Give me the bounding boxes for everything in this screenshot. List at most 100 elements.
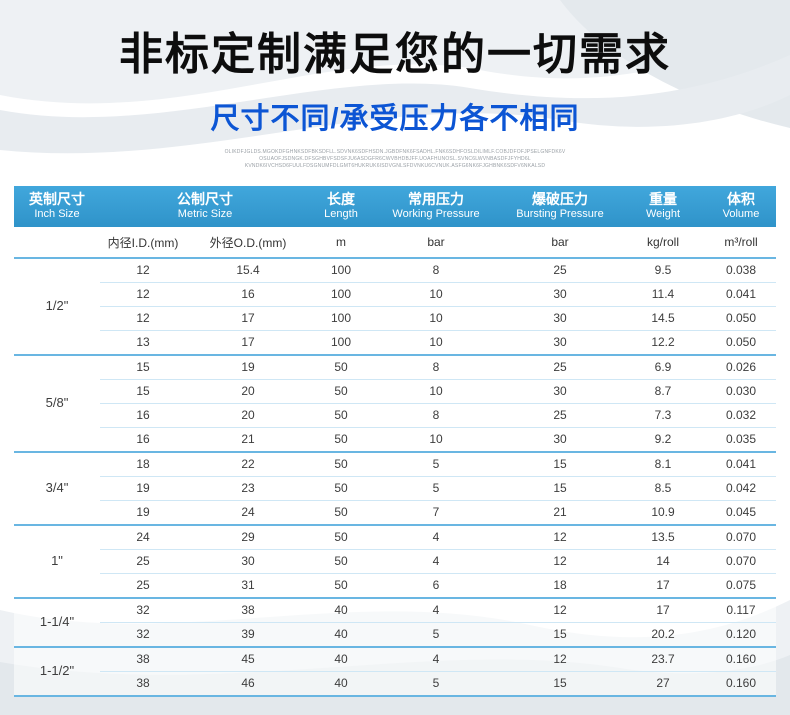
spec-cell: 45 xyxy=(186,645,310,672)
spec-cell: 0.026 xyxy=(706,353,776,380)
fine-print: OLIKDFJGLDS.MGOKDFGHNKSDFBKSDFLL.SDVNK6S… xyxy=(0,149,790,170)
spec-cell: 12 xyxy=(100,306,186,331)
spec-cell: 40 xyxy=(310,645,372,672)
col-weight: 重量 Weight xyxy=(620,185,706,227)
spec-cell: 0.070 xyxy=(706,549,776,574)
spec-cell: 4 xyxy=(372,645,500,672)
spec-cell: 10 xyxy=(372,330,500,356)
page-title: 非标定制满足您的一切需求 xyxy=(119,30,671,79)
fine-print-line: OSUAOFJSDNGK.DFSGHBVFSDSFJU6ASDGFR6CWVBH… xyxy=(259,155,531,162)
spec-cell: 30 xyxy=(500,306,620,331)
col-label-en: Metric Size xyxy=(177,207,233,220)
col-volume: 体积 Volume xyxy=(706,185,776,227)
table-row: 1/2" 12 15.4 100 8 25 9.5 0.038 xyxy=(14,256,776,355)
table-row: 19 23 50 5 15 8.5 0.042 xyxy=(14,476,776,501)
table-row: 15 20 50 10 30 8.7 0.030 xyxy=(14,379,776,404)
unit-volume: m³/roll xyxy=(706,226,776,259)
col-label-zh: 英制尺寸 xyxy=(29,190,85,207)
col-label-en: Volume xyxy=(722,207,760,220)
spec-cell: 50 xyxy=(310,379,372,404)
spec-cell: 14.5 xyxy=(620,306,706,331)
spec-cell: 10 xyxy=(372,427,500,453)
spec-cell: 39 xyxy=(186,622,310,648)
spec-cell: 16 xyxy=(186,282,310,307)
spec-cell: 17 xyxy=(620,596,706,623)
spec-cell: 9.5 xyxy=(620,256,706,283)
spec-cell: 0.050 xyxy=(706,330,776,356)
table-row: 16 21 50 10 30 9.2 0.035 xyxy=(14,427,776,453)
unit-weight: kg/roll xyxy=(620,226,706,259)
spec-cell: 0.075 xyxy=(706,573,776,599)
spec-cell: 9.2 xyxy=(620,427,706,453)
spec-cell: 50 xyxy=(310,403,372,428)
table-row: 1-1/2" 38 45 40 4 12 23.7 0.160 xyxy=(14,645,776,696)
spec-cell: 100 xyxy=(310,256,372,283)
fine-print-line: KVNDK6IVCHSD6FUULFDSGNUMFDLGMT6HUKRUK6IS… xyxy=(244,162,546,169)
spec-cell: 50 xyxy=(310,500,372,526)
table-row: 38 46 40 5 15 27 0.160 xyxy=(14,671,776,697)
spec-cell: 15 xyxy=(500,671,620,697)
spec-cell: 10 xyxy=(372,282,500,307)
spec-cell: 20 xyxy=(186,403,310,428)
spec-cell: 5 xyxy=(372,476,500,501)
spec-cell: 5 xyxy=(372,671,500,697)
spec-cell: 40 xyxy=(310,622,372,648)
spec-cell: 50 xyxy=(310,573,372,599)
spec-cell: 0.160 xyxy=(706,645,776,672)
spec-cell: 7.3 xyxy=(620,403,706,428)
spec-cell: 24 xyxy=(186,500,310,526)
table-row: 3/4" 18 22 50 5 15 8.1 0.041 xyxy=(14,450,776,525)
table-row: 12 16 100 10 30 11.4 0.041 xyxy=(14,282,776,307)
spec-cell: 5 xyxy=(372,622,500,648)
spec-cell: 50 xyxy=(310,427,372,453)
spec-cell: 12 xyxy=(500,523,620,550)
spec-cell: 30 xyxy=(186,549,310,574)
spec-cell: 21 xyxy=(186,427,310,453)
spec-cell: 14 xyxy=(620,549,706,574)
inch-size-cell: 1" xyxy=(14,523,100,598)
spec-cell: 27 xyxy=(620,671,706,697)
inch-size-cell: 1-1/4" xyxy=(14,596,100,647)
units-row: 内径I.D.(mm) 外径O.D.(mm) m bar bar kg/roll … xyxy=(14,226,776,259)
spec-cell: 24 xyxy=(100,523,186,550)
table-row: 13 17 100 10 30 12.2 0.050 xyxy=(14,330,776,356)
spec-cell: 30 xyxy=(500,427,620,453)
col-working-pressure: 常用压力 Working Pressure xyxy=(372,185,500,227)
spec-cell: 0.032 xyxy=(706,403,776,428)
spec-cell: 30 xyxy=(500,282,620,307)
spec-cell: 40 xyxy=(310,596,372,623)
spec-cell: 23 xyxy=(186,476,310,501)
spec-cell: 19 xyxy=(100,476,186,501)
col-label-zh: 常用压力 xyxy=(408,190,464,207)
col-label-zh: 长度 xyxy=(327,190,355,207)
spec-cell: 32 xyxy=(100,622,186,648)
spec-cell: 4 xyxy=(372,549,500,574)
spec-cell: 7 xyxy=(372,500,500,526)
spec-cell: 11.4 xyxy=(620,282,706,307)
spec-cell: 22 xyxy=(186,450,310,477)
unit-working-pressure: bar xyxy=(372,226,500,259)
spec-cell: 17 xyxy=(186,330,310,356)
spec-cell: 0.117 xyxy=(706,596,776,623)
unit-length: m xyxy=(310,226,372,259)
col-inch-size: 英制尺寸 Inch Size xyxy=(14,185,100,227)
spec-cell: 30 xyxy=(500,379,620,404)
table-row: 5/8" 15 19 50 8 25 6.9 0.026 xyxy=(14,353,776,452)
spec-cell: 20.2 xyxy=(620,622,706,648)
table-header-row: 英制尺寸 Inch Size 公制尺寸 Metric Size 长度 Lengt… xyxy=(14,185,776,227)
col-label-en: Inch Size xyxy=(34,207,80,220)
col-bursting-pressure: 爆破压力 Bursting Pressure xyxy=(500,185,620,227)
table-row: 1" 24 29 50 4 12 13.5 0.070 xyxy=(14,523,776,598)
spec-cell: 38 xyxy=(100,671,186,697)
table-row: 25 30 50 4 12 14 0.070 xyxy=(14,549,776,574)
spec-cell: 100 xyxy=(310,282,372,307)
spec-cell: 46 xyxy=(186,671,310,697)
spec-cell: 32 xyxy=(100,596,186,623)
spec-cell: 25 xyxy=(500,403,620,428)
spec-cell: 29 xyxy=(186,523,310,550)
page-subtitle: 尺寸不同/承受压力各不相同 xyxy=(210,102,580,135)
table-row: 1-1/4" 32 38 40 4 12 17 0.117 xyxy=(14,596,776,647)
unit-outer-diameter: 外径O.D.(mm) xyxy=(186,226,310,259)
spec-cell: 30 xyxy=(500,330,620,356)
spec-cell: 0.042 xyxy=(706,476,776,501)
